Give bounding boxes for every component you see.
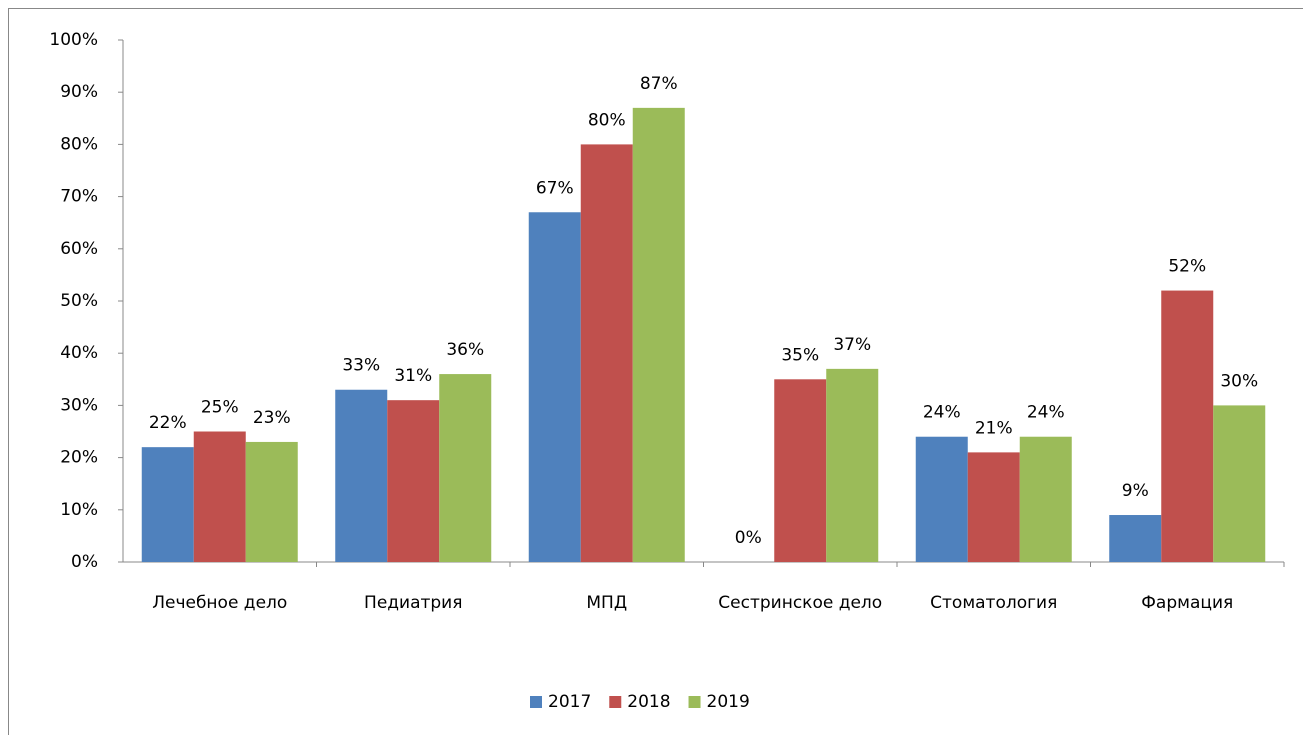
legend-label: 2017 <box>548 692 591 712</box>
value-label: 21% <box>975 418 1013 438</box>
value-label: 9% <box>1122 481 1149 501</box>
bar <box>826 368 879 562</box>
value-label: 36% <box>446 340 484 360</box>
x-tick-label: Фармация <box>1141 593 1234 613</box>
y-tick-label: 30% <box>60 395 98 415</box>
bar <box>774 379 827 562</box>
bar <box>632 107 685 563</box>
value-label: 87% <box>640 74 678 94</box>
y-tick-label: 90% <box>60 82 98 102</box>
bar <box>245 441 298 562</box>
bar <box>1213 405 1266 562</box>
value-label: 37% <box>833 335 871 355</box>
value-label: 22% <box>149 413 187 433</box>
y-tick-label: 70% <box>60 187 98 207</box>
value-label: 67% <box>536 178 574 198</box>
value-label: 33% <box>342 356 380 376</box>
bar <box>387 400 440 562</box>
bar <box>439 374 492 562</box>
bar <box>335 389 388 562</box>
bar <box>528 212 581 562</box>
bar <box>580 144 633 562</box>
y-tick-label: 100% <box>49 30 98 50</box>
value-label: 24% <box>923 403 961 423</box>
bar <box>1161 290 1214 562</box>
value-label: 25% <box>201 398 239 418</box>
value-label: 52% <box>1168 257 1206 277</box>
legend-swatch <box>688 696 701 708</box>
bar <box>141 447 194 562</box>
value-label: 0% <box>735 528 762 548</box>
legend-label: 2018 <box>627 692 670 712</box>
x-tick-label: Педиатрия <box>364 593 463 613</box>
y-tick-label: 50% <box>60 291 98 311</box>
y-tick-label: 40% <box>60 343 98 363</box>
y-tick-label: 0% <box>71 552 98 572</box>
bar <box>1019 436 1072 562</box>
value-label: 31% <box>394 366 432 386</box>
value-label: 23% <box>253 408 291 428</box>
x-tick-label: Лечебное дело <box>152 593 288 613</box>
y-tick-label: 20% <box>60 448 98 468</box>
legend-swatch <box>609 696 622 708</box>
y-tick-label: 10% <box>60 500 98 520</box>
x-tick-label: Сестринское дело <box>718 593 883 613</box>
bar <box>193 431 246 562</box>
value-label: 30% <box>1220 371 1258 391</box>
value-label: 80% <box>588 110 626 130</box>
x-tick-label: МПД <box>586 593 628 613</box>
bar <box>1109 515 1162 562</box>
bar <box>967 452 1020 562</box>
value-label: 35% <box>781 345 819 365</box>
legend-label: 2019 <box>707 692 750 712</box>
y-tick-label: 80% <box>60 134 98 154</box>
y-tick-label: 60% <box>60 239 98 259</box>
value-label: 24% <box>1027 403 1065 423</box>
legend-swatch <box>530 696 542 708</box>
bar <box>915 436 968 562</box>
x-tick-label: Стоматология <box>930 593 1058 613</box>
